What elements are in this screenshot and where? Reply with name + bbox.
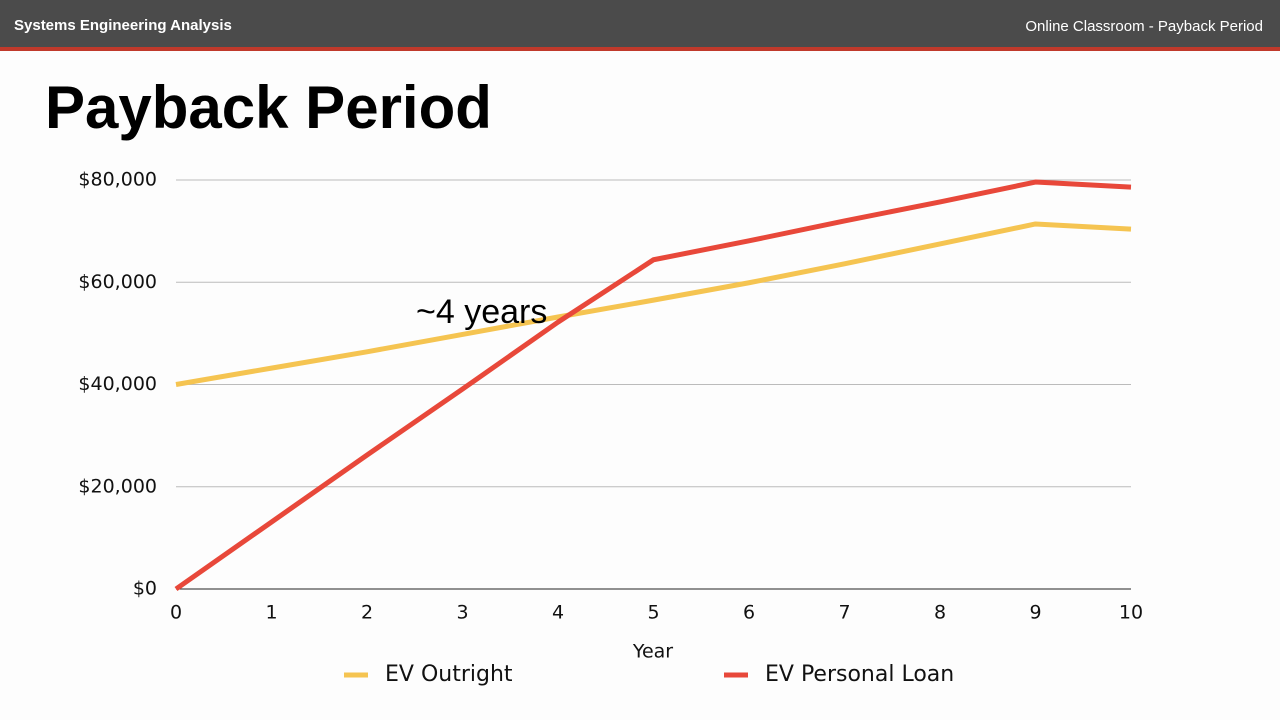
slide-title: Payback Period — [45, 74, 492, 141]
legend-label: EV Personal Loan — [765, 662, 954, 687]
header-left: Systems Engineering Analysis — [14, 17, 232, 34]
x-tick-label: 4 — [552, 602, 564, 624]
x-tick-label: 9 — [1029, 602, 1041, 624]
x-axis-label: Year — [632, 641, 673, 663]
x-tick-label: 6 — [743, 602, 755, 624]
series-line — [174, 179, 1132, 592]
x-tick-label: 3 — [456, 602, 468, 624]
header-accent — [0, 47, 1280, 51]
x-tick-label: 8 — [934, 602, 946, 624]
y-tick-label: $40,000 — [78, 373, 157, 395]
y-tick-label: $20,000 — [78, 475, 157, 497]
y-tick-label: $60,000 — [78, 271, 157, 293]
y-tick-label: $0 — [133, 578, 157, 600]
x-tick-label: 10 — [1119, 602, 1143, 624]
header-bar — [0, 0, 1280, 47]
x-tick-label: 7 — [838, 602, 850, 624]
x-tick-label: 2 — [361, 602, 373, 624]
header-right: Online Classroom - Payback Period — [1025, 18, 1263, 35]
series-line — [175, 221, 1132, 387]
annotation: ~4 years — [416, 293, 547, 331]
x-tick-label: 5 — [647, 602, 659, 624]
y-tick-label: $80,000 — [78, 169, 157, 191]
x-tick-label: 1 — [265, 602, 277, 624]
legend-label: EV Outright — [385, 662, 513, 687]
x-tick-label: 0 — [170, 602, 182, 624]
